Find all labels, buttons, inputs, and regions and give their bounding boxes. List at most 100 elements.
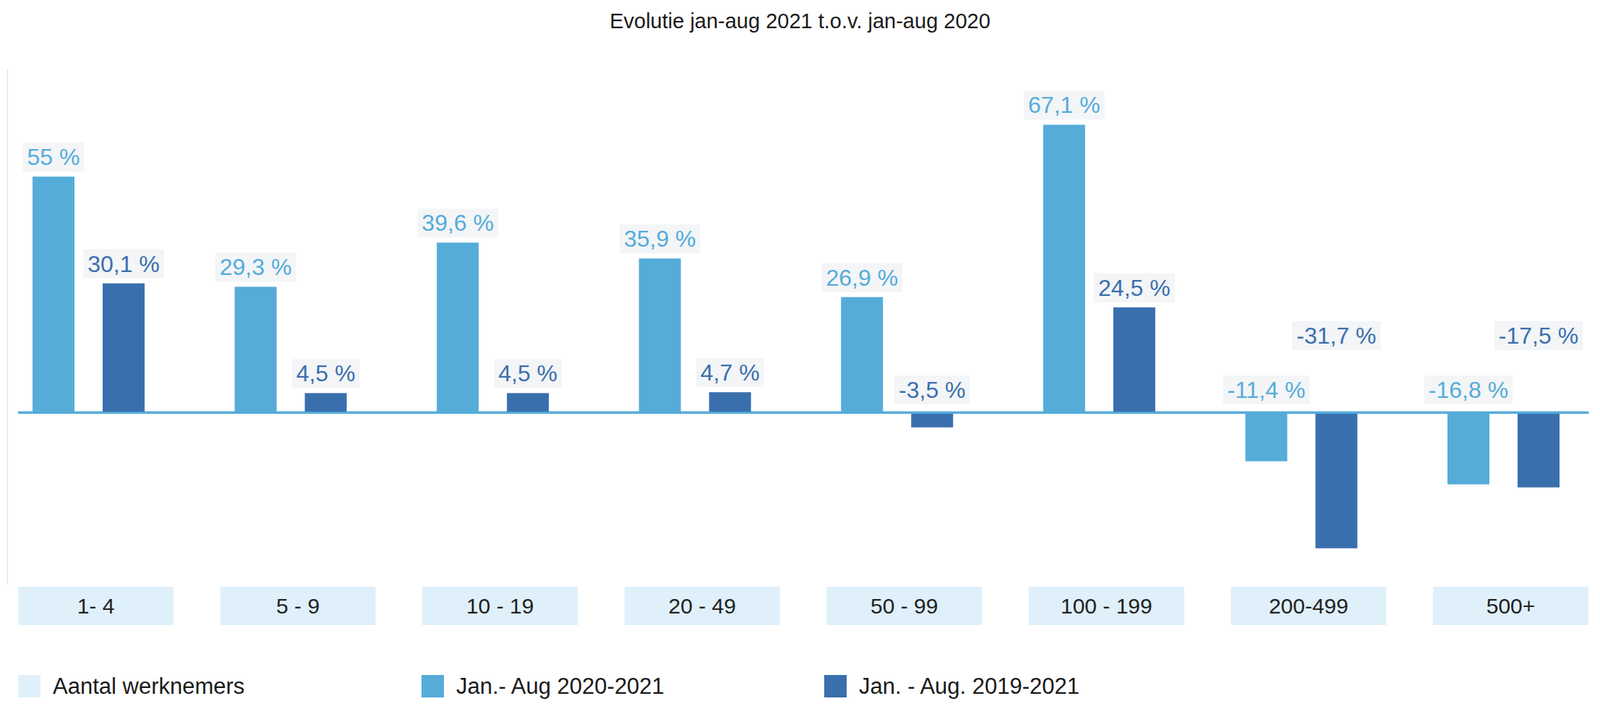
x-tick-label: 500+ [1486,593,1536,618]
data-label: -31,7 % [1296,322,1376,349]
data-label: 4,5 % [498,360,558,387]
x-tick: 50 - 99 [826,412,982,625]
data-label-group: 4,5 % [292,358,361,388]
y-axis-line [7,70,8,585]
label-bg [1494,321,1583,350]
x-tick: 20 - 49 [624,412,781,625]
legend-label: Jan.- Aug 2020-2021 [456,673,665,699]
data-label: 24,5 % [1098,274,1171,301]
data-label: 39,6 % [421,209,494,236]
x-tick: 500+ [1432,412,1589,625]
reference-lines [18,412,1589,413]
data-label: -17,5 % [1498,322,1579,349]
data-label-group: -31,7 % [1292,321,1381,350]
bar [32,176,75,413]
data-labels: 55 % 29,3 % 39,6 % 35,9 % 26,9 % 67,1 % -11,4 … [23,90,1584,405]
x-tick: 1- 4 [18,412,174,625]
x-tick: 100 - 199 [1028,412,1185,625]
data-label-group: 29,3 % [215,252,297,282]
bar-series [102,283,1560,549]
legend-label: Aantal werknemers [52,673,245,699]
category-box [422,586,578,625]
data-label: 35,9 % [623,225,697,252]
data-label: 4,7 % [700,359,760,386]
bars [32,124,1560,548]
label-bg [821,263,903,293]
bar [639,258,682,413]
bar [840,297,883,413]
x-tick-label: 5 - 9 [276,593,320,618]
x-tick-label: 20 - 49 [668,593,737,618]
label-bg [1292,321,1381,350]
data-label: -3,5 % [898,376,966,403]
label-bg [215,252,297,282]
data-label-group: -16,8 % [1424,375,1513,405]
x-tick-label: 10 - 19 [466,593,534,618]
bar [709,391,752,413]
bar [1245,412,1287,462]
label-bg [696,357,765,387]
data-label-group: 35,9 % [619,224,701,254]
data-label: -11,4 % [1226,376,1306,403]
y-axis [7,70,9,585]
legend-entry: Jan. - Aug. 2019-2021 [824,673,1080,699]
label-bg [894,375,970,405]
category-box [624,586,781,625]
bar [1315,412,1358,549]
category-box [1432,586,1589,625]
bar [1043,124,1086,413]
legend: Aantal werknemers Jan.- Aug 2020-2021 Jan.… [18,673,1080,699]
x-tick: 10 - 19 [422,412,578,625]
title: Evolutie jan-aug 2021 t.o.v. jan-aug 202… [609,9,991,33]
bar [234,286,277,413]
data-label: -16,8 % [1428,376,1509,403]
data-label-group: 4,5 % [493,358,562,388]
bar [506,392,549,413]
legend-swatch [824,674,847,697]
legend-swatch [18,674,41,697]
data-label-group: 24,5 % [1093,273,1175,303]
label-bg [292,358,361,388]
label-bg [493,358,562,388]
data-label: 26,9 % [825,264,898,291]
data-label: 4,5 % [296,360,356,387]
legend-entry: Jan.- Aug 2020-2021 [421,673,665,699]
category-box [826,586,982,625]
data-label-group: 67,1 % [1023,90,1105,120]
data-label: 55 % [27,143,81,170]
legend-entry: Aantal werknemers [18,673,245,699]
x-tick-label: 100 - 199 [1060,593,1153,618]
bar [1447,412,1490,485]
category-box [1230,586,1386,625]
bar [102,283,145,413]
label-bg [83,249,165,279]
x-tick-label: 50 - 99 [870,593,938,618]
label-bg [417,208,499,238]
category-box [18,586,174,625]
label-bg [619,224,701,254]
data-label: 30,1 % [87,250,160,277]
x-tick-label: 200-499 [1268,593,1349,618]
category-box [220,586,376,625]
label-bg [23,142,85,172]
category-box [1028,586,1185,625]
bar [1113,307,1156,413]
label-bg [1222,375,1310,405]
legend-swatch [421,674,444,697]
x-axis: 1- 4 5 - 9 10 - 19 20 - 49 50 - 99 100 - 199 2… [18,412,1590,625]
x-tick: 5 - 9 [220,412,376,625]
x-axis-line [18,411,1590,414]
data-label-group: 55 % [23,142,85,172]
bar [1517,412,1560,488]
data-label-group: -11,4 % [1222,375,1310,405]
bar [305,392,348,413]
data-label-group: 30,1 % [83,249,165,279]
data-label-group: -17,5 % [1494,321,1583,350]
label-bg [1093,273,1175,303]
x-tick: 200-499 [1230,412,1386,625]
bar [910,412,953,428]
x-tick-label: 1- 4 [77,593,115,618]
bar-series [32,124,1490,484]
legend-label: Jan. - Aug. 2019-2021 [858,673,1080,699]
label-bg [1023,90,1105,120]
